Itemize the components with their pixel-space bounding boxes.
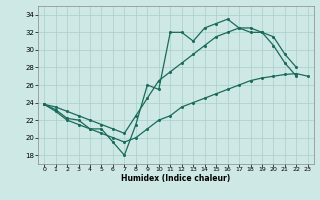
- X-axis label: Humidex (Indice chaleur): Humidex (Indice chaleur): [121, 174, 231, 183]
